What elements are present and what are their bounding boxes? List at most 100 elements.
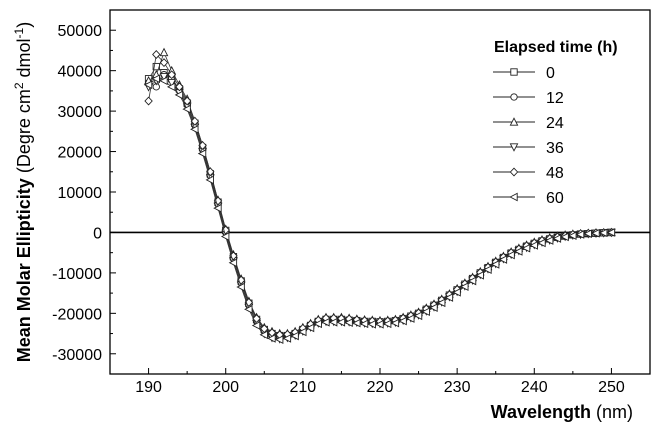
y-tick-label: -10000 bbox=[52, 266, 102, 283]
x-tick-label: 220 bbox=[367, 379, 394, 396]
data-point bbox=[375, 319, 384, 329]
data-point bbox=[282, 334, 292, 343]
data-point bbox=[236, 282, 245, 292]
data-point bbox=[313, 319, 322, 329]
data-point bbox=[475, 270, 484, 280]
data-point bbox=[598, 228, 608, 238]
data-point bbox=[267, 334, 276, 343]
legend-label: 24 bbox=[546, 115, 564, 132]
x-tick-label: 250 bbox=[598, 379, 625, 396]
data-point bbox=[220, 232, 230, 241]
y-axis-title: Mean Molar Ellipticity (Degre cm2 dmol-1… bbox=[12, 22, 34, 362]
data-point bbox=[568, 231, 577, 241]
data-point bbox=[151, 74, 160, 84]
data-point bbox=[421, 307, 430, 317]
y-tick-label: 20000 bbox=[58, 145, 103, 162]
data-point bbox=[190, 124, 199, 134]
data-point bbox=[606, 228, 616, 237]
x-tick-label: 210 bbox=[290, 379, 317, 396]
legend-marker bbox=[509, 117, 519, 126]
y-tick-label: -30000 bbox=[52, 347, 102, 364]
legend-label: 60 bbox=[546, 190, 564, 207]
y-axis-label: Mean Molar Ellipticity bbox=[14, 178, 34, 362]
y-tick-label: 40000 bbox=[58, 64, 103, 81]
data-point bbox=[244, 304, 253, 314]
data-point bbox=[182, 104, 191, 114]
legend-item: 24 bbox=[493, 115, 564, 132]
legend-marker bbox=[510, 68, 518, 76]
legend-item: 12 bbox=[493, 90, 564, 107]
data-point bbox=[259, 330, 268, 340]
x-tick-label: 200 bbox=[212, 379, 239, 396]
y-tick-label: 50000 bbox=[58, 23, 103, 40]
x-axis-label: Wavelength bbox=[491, 402, 591, 422]
data-point bbox=[159, 76, 168, 86]
data-point bbox=[197, 149, 207, 158]
data-point bbox=[159, 47, 169, 57]
legend-title: Elapsed time (h) bbox=[494, 39, 618, 56]
data-point bbox=[436, 298, 446, 308]
data-point bbox=[467, 276, 477, 286]
y-axis-unit-sup-b: -1 bbox=[12, 27, 26, 38]
data-point bbox=[213, 203, 222, 213]
data-point bbox=[452, 287, 461, 297]
data-point bbox=[521, 243, 531, 253]
data-point bbox=[352, 318, 361, 328]
y-tick-label: 0 bbox=[93, 225, 102, 242]
data-point bbox=[413, 311, 423, 321]
legend-marker bbox=[510, 93, 518, 101]
data-point bbox=[144, 96, 153, 106]
legend-label: 36 bbox=[546, 140, 564, 157]
data-point bbox=[583, 229, 592, 238]
legend-label: 48 bbox=[546, 165, 564, 182]
data-point bbox=[336, 317, 346, 327]
data-point bbox=[359, 319, 369, 329]
data-point bbox=[190, 116, 200, 126]
legend-item: 0 bbox=[493, 65, 555, 82]
data-point bbox=[537, 238, 546, 248]
y-tick-label: 10000 bbox=[58, 185, 103, 202]
x-axis-unit: (nm) bbox=[596, 402, 633, 422]
y-axis-unit-a: (Degre cm bbox=[14, 89, 34, 173]
data-point bbox=[174, 90, 184, 100]
x-tick-label: 240 bbox=[521, 379, 548, 396]
data-point bbox=[444, 293, 454, 302]
data-point bbox=[529, 241, 538, 250]
data-point bbox=[382, 319, 392, 329]
data-point bbox=[544, 236, 554, 245]
series-60 bbox=[143, 74, 616, 344]
x-axis-title: Wavelength (nm) bbox=[491, 402, 633, 422]
data-point bbox=[159, 73, 169, 82]
data-point bbox=[406, 314, 415, 323]
data-point bbox=[252, 314, 261, 324]
legend-item: 60 bbox=[493, 190, 564, 207]
data-point bbox=[344, 318, 353, 327]
data-point bbox=[290, 331, 299, 341]
data-point bbox=[228, 258, 238, 268]
data-point bbox=[498, 255, 508, 264]
data-point bbox=[560, 232, 569, 242]
legend-marker bbox=[509, 192, 518, 202]
data-point bbox=[514, 247, 523, 256]
y-tick-label: 30000 bbox=[58, 104, 103, 121]
data-point bbox=[390, 318, 400, 328]
data-point bbox=[143, 80, 153, 90]
axis-ticks: 190 200 210 220 230 240 250-30000-20000-100000… bbox=[52, 23, 651, 396]
legend-item: 48 bbox=[493, 165, 564, 182]
legend: Elapsed time (h) 0 12 24 36 48 60 bbox=[493, 39, 618, 207]
y-tick-label: -20000 bbox=[52, 306, 102, 323]
legend-item: 36 bbox=[493, 140, 564, 157]
data-point bbox=[398, 316, 407, 326]
data-point bbox=[552, 234, 562, 243]
data-point bbox=[506, 250, 515, 260]
data-point bbox=[159, 58, 169, 68]
data-point bbox=[575, 230, 585, 239]
legend-marker bbox=[509, 143, 519, 152]
legend-label: 0 bbox=[546, 65, 555, 82]
series-line bbox=[148, 51, 612, 335]
data-point bbox=[251, 321, 261, 330]
x-tick-label: 190 bbox=[135, 379, 162, 396]
data-point bbox=[591, 228, 600, 238]
data-point bbox=[167, 70, 176, 80]
